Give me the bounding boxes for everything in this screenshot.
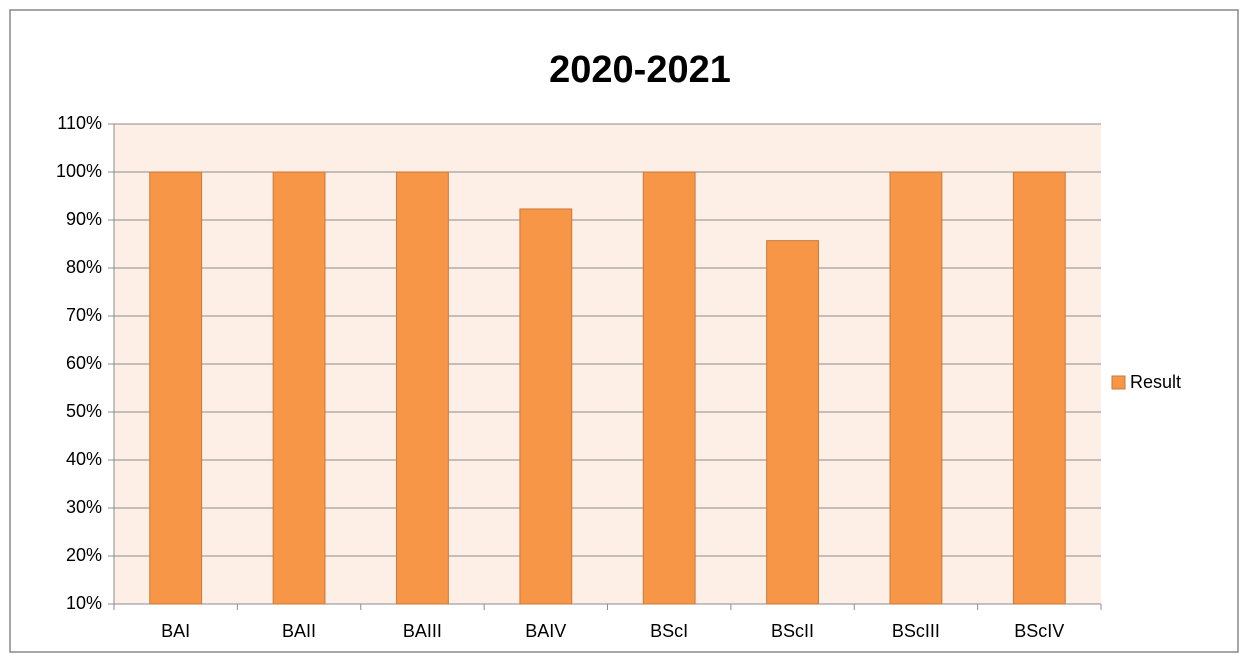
bar — [149, 171, 203, 605]
x-tick-label: BAIV — [525, 621, 566, 641]
y-tick-label: 30% — [66, 497, 102, 517]
legend-swatch — [1111, 375, 1126, 390]
bar — [889, 171, 943, 605]
legend-label: Result — [1130, 372, 1181, 392]
x-tick-label: BAI — [161, 621, 190, 641]
chart-title: 2020-2021 — [549, 49, 731, 91]
bar — [766, 240, 819, 605]
x-tick-label: BScII — [771, 621, 814, 641]
bar — [1012, 171, 1066, 605]
y-tick-label: 40% — [66, 449, 102, 469]
y-tick-label: 80% — [66, 257, 102, 277]
y-tick-label: 10% — [66, 593, 102, 613]
bar — [396, 171, 449, 605]
y-tick-label: 60% — [66, 353, 102, 373]
y-tick-label: 20% — [66, 545, 102, 565]
x-tick-label: BAII — [282, 621, 316, 641]
y-tick-label: 90% — [66, 209, 102, 229]
x-tick-label: BScIV — [1014, 621, 1064, 641]
y-tick-label: 110% — [57, 113, 102, 133]
y-tick-label: 70% — [66, 305, 102, 325]
x-tick-label: BAIII — [403, 621, 442, 641]
bar — [519, 208, 573, 605]
y-tick-label: 100% — [56, 161, 102, 181]
y-tick-label: 50% — [66, 401, 102, 421]
bar — [642, 171, 696, 605]
x-tick-label: BScIII — [892, 621, 940, 641]
bar — [272, 171, 326, 605]
x-tick-label: BScI — [650, 621, 688, 641]
